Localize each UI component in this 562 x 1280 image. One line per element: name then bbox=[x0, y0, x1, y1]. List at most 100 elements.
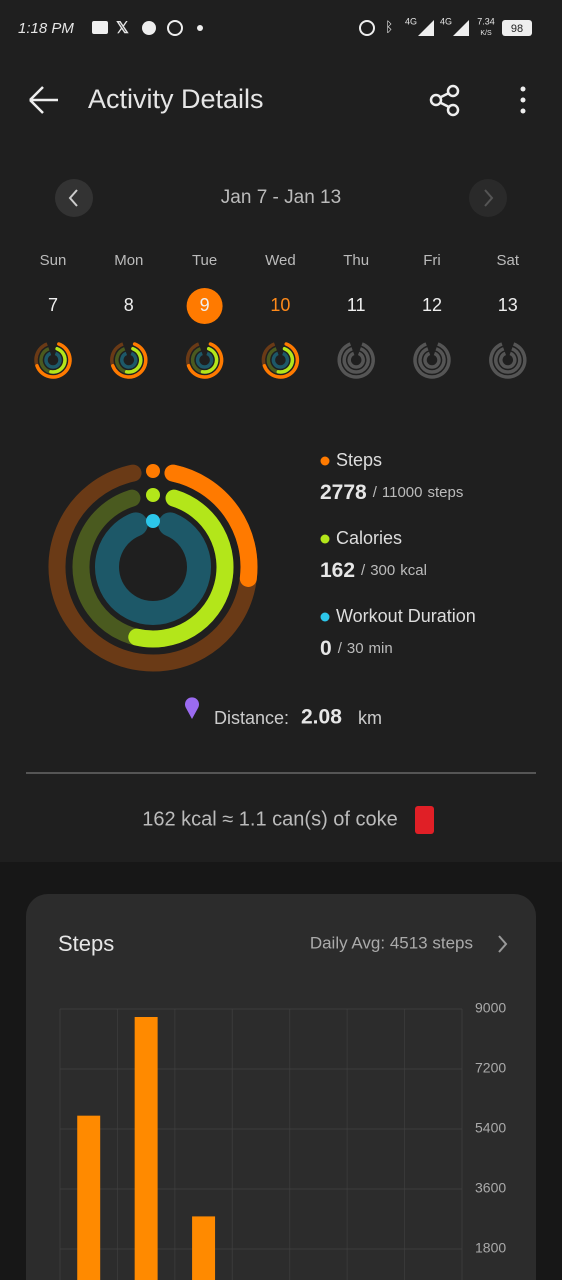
day-ring bbox=[423, 351, 441, 369]
stat-value: 162 bbox=[320, 559, 355, 582]
stat-unit: steps bbox=[428, 484, 464, 501]
y-tick-label: 1800 bbox=[475, 1240, 506, 1256]
battery-level: 98 bbox=[511, 23, 523, 35]
speed-unit: K/S bbox=[480, 30, 492, 37]
stat-label: Steps bbox=[336, 450, 382, 470]
card-chevron[interactable] bbox=[498, 935, 508, 953]
stat-unit: kcal bbox=[400, 562, 427, 579]
bar bbox=[192, 1216, 216, 1280]
page-title: Activity Details bbox=[88, 84, 264, 114]
stat-label: Workout Duration bbox=[336, 606, 476, 626]
day-ring bbox=[413, 342, 451, 379]
distance-label: Distance: bbox=[214, 708, 289, 728]
next-chevron bbox=[484, 189, 494, 207]
day-ring bbox=[337, 342, 375, 379]
week-range: Jan 7 - Jan 13 bbox=[221, 187, 341, 208]
day-ring bbox=[489, 342, 527, 379]
net-label: 4G bbox=[440, 16, 452, 26]
day-ring-progress bbox=[49, 346, 67, 374]
day-date[interactable]: 10 bbox=[270, 295, 290, 315]
day-name: Tue bbox=[192, 252, 217, 269]
day-ring-progress bbox=[276, 346, 295, 374]
day-name: Mon bbox=[114, 252, 143, 269]
speed: 7.34 bbox=[477, 16, 495, 26]
day-date[interactable]: 12 bbox=[422, 295, 442, 315]
y-tick-label: 9000 bbox=[475, 1000, 506, 1016]
day-date[interactable]: 11 bbox=[347, 295, 366, 315]
day-ring-progress bbox=[262, 342, 300, 379]
whatsapp-icon bbox=[167, 20, 183, 36]
bar bbox=[134, 1017, 158, 1280]
y-tick-label: 7200 bbox=[475, 1060, 506, 1076]
bar bbox=[77, 1115, 101, 1280]
prev-chevron bbox=[68, 189, 78, 207]
stat-dot bbox=[320, 534, 330, 544]
day-ring bbox=[120, 351, 138, 369]
day-ring-progress bbox=[35, 342, 72, 379]
day-ring bbox=[347, 351, 365, 369]
y-tick-label: 3600 bbox=[475, 1180, 506, 1196]
day-ring bbox=[44, 351, 62, 369]
ring-icon bbox=[146, 464, 160, 478]
day-name: Fri bbox=[423, 252, 441, 269]
day-ring bbox=[418, 347, 446, 374]
stat-value: 2778 bbox=[320, 481, 367, 504]
x-icon: 𝕏 bbox=[116, 20, 129, 37]
day-date[interactable]: 8 bbox=[124, 295, 134, 315]
ring-progress bbox=[164, 464, 258, 587]
stat-label: Calories bbox=[336, 528, 402, 548]
day-ring-progress bbox=[124, 346, 143, 374]
app-icon bbox=[142, 21, 156, 35]
card-title: Steps bbox=[58, 931, 114, 956]
y-tick-label: 5400 bbox=[475, 1120, 506, 1136]
stat-separator: / bbox=[361, 562, 366, 579]
day-ring-progress bbox=[111, 342, 148, 379]
stat-goal: 300 bbox=[370, 562, 395, 579]
day-ring bbox=[499, 351, 517, 369]
day-ring-progress bbox=[186, 342, 224, 379]
ring-icon bbox=[146, 514, 160, 528]
day-ring bbox=[494, 347, 522, 374]
share-button[interactable] bbox=[429, 84, 460, 117]
day-date[interactable]: 13 bbox=[498, 295, 518, 315]
stat-separator: / bbox=[373, 484, 378, 501]
coke-icon bbox=[415, 806, 434, 834]
next-week[interactable] bbox=[469, 179, 507, 217]
alarm-icon bbox=[359, 20, 375, 36]
day-name: Thu bbox=[343, 252, 369, 269]
back-button[interactable] bbox=[29, 86, 58, 114]
battery bbox=[502, 20, 532, 36]
daily-avg: Daily Avg: 4513 steps bbox=[310, 933, 473, 952]
net-label: 4G bbox=[405, 16, 417, 26]
stat-goal: 11000 bbox=[382, 484, 423, 501]
day-ring bbox=[342, 347, 370, 374]
equivalence: 162 kcal ≈ 1.1 can(s) of coke bbox=[142, 808, 398, 830]
distance-unit: km bbox=[358, 708, 382, 728]
selected-day bbox=[186, 288, 223, 324]
pin-icon bbox=[185, 697, 199, 719]
msg-icon bbox=[92, 21, 108, 34]
day-name: Wed bbox=[265, 252, 296, 269]
clock: 1:18 PM bbox=[18, 20, 74, 37]
dot-icon bbox=[197, 25, 203, 31]
day-name: Sun bbox=[40, 252, 67, 269]
day-ring bbox=[195, 351, 214, 369]
ring-track bbox=[95, 512, 211, 625]
menu-button[interactable] bbox=[520, 86, 526, 114]
day-date[interactable]: 7 bbox=[48, 295, 58, 315]
day-ring-progress bbox=[200, 346, 219, 374]
day-ring bbox=[271, 351, 290, 369]
stat-value-line: 2778 /11000 steps bbox=[320, 481, 463, 504]
ring-progress bbox=[128, 489, 234, 648]
day-date[interactable]: 9 bbox=[200, 295, 210, 315]
stat-value: 0 bbox=[320, 637, 332, 660]
stat-dot bbox=[320, 612, 330, 622]
day-name: Sat bbox=[497, 252, 520, 269]
distance-value: 2.08 bbox=[301, 706, 342, 729]
prev-week[interactable] bbox=[55, 179, 93, 217]
stat-goal: 30 bbox=[347, 640, 364, 657]
bt-icon: ᛒ bbox=[385, 19, 393, 35]
stat-dot bbox=[320, 456, 330, 466]
